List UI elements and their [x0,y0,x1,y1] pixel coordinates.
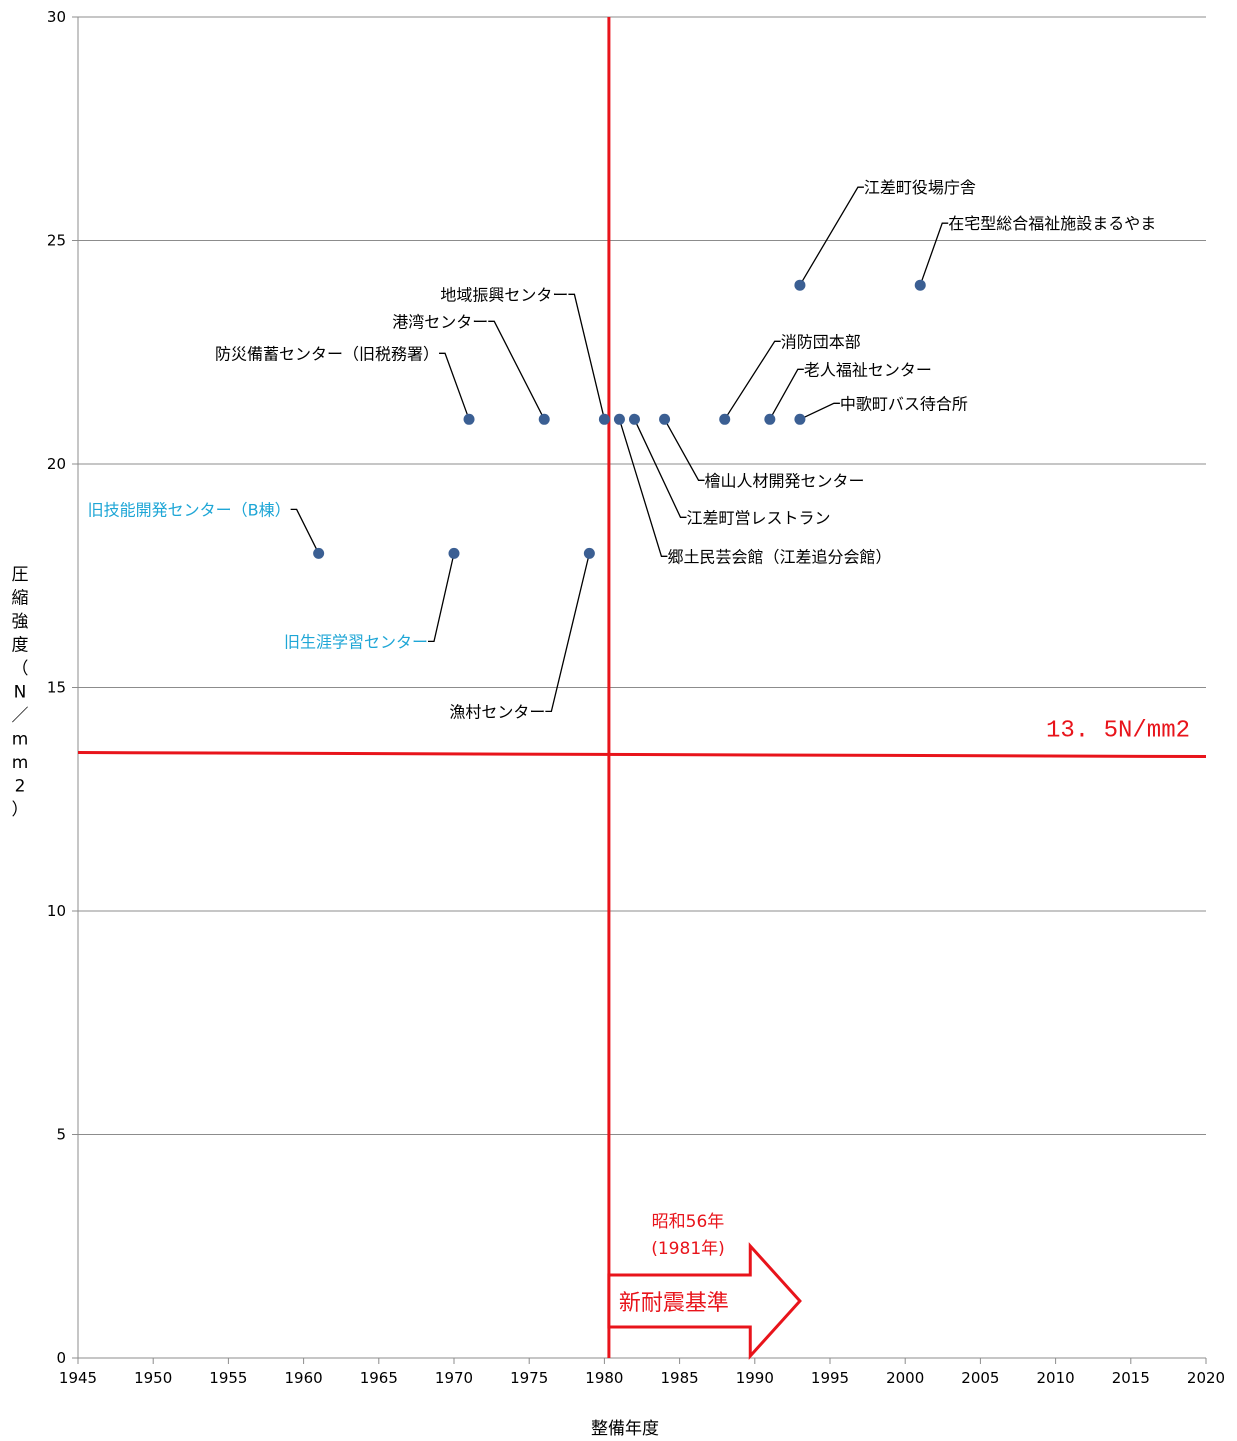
x-tick-label: 1985 [661,1369,699,1387]
leader-line [568,293,606,420]
leader-line [488,320,545,420]
data-point [764,413,776,425]
y-tick-label: 5 [56,1126,66,1144]
era-label-line2: (1981年) [651,1239,725,1259]
y-axis-title-char: ） [12,800,29,820]
point-label: 中歌町バス待合所 [840,394,968,413]
x-tick-label: 1990 [736,1369,774,1387]
y-tick-label: 25 [47,232,66,250]
x-tick-label: 1955 [209,1369,247,1387]
data-point [628,413,640,425]
point-label: 在宅型総合福祉施設まるやま [948,214,1156,233]
point-label: 江差町営レストラン [686,508,830,527]
y-tick-label: 10 [47,902,66,920]
leader-line [545,553,590,713]
y-axis-title-char: 2 [15,777,26,797]
y-axis-title-char: 度 [12,636,29,656]
axes [72,16,1207,1364]
leader-line [769,368,804,420]
data-point [719,413,731,425]
point-label: 漁村センター [449,702,545,721]
y-tick-label: 30 [47,8,66,26]
y-axis-title-char: m [12,730,29,750]
x-tick-label: 1965 [360,1369,398,1387]
point-label: 地域振興センター [440,285,568,304]
point-labels: 旧技能開発センター（B棟） 旧生涯学習センター 防災備蓄センター（旧税務署） 港湾セン… [88,178,1157,721]
data-point [448,547,460,559]
annotation: 昭和56年 (1981年) 新耐震基準 13. 5N/mm2 [607,718,1190,1360]
y-tick-labels: 0 5 10 15 20 25 30 [47,8,66,1367]
data-point [463,413,475,425]
point-label: 旧生涯学習センター [284,632,428,651]
threshold-label: 13. 5N/mm2 [1046,718,1190,745]
x-axis-title: 整備年度 [591,1419,659,1439]
leader-line [428,553,455,643]
data-points [313,279,926,559]
y-axis-title-char: （ [12,659,29,679]
x-tick-label: 2020 [1187,1369,1225,1387]
leader-line [439,352,470,420]
reference-lines [77,17,1207,1358]
leader-line [724,340,781,420]
x-tick-label: 2005 [961,1369,999,1387]
x-tick-label: 1995 [811,1369,849,1387]
x-tick-label: 1950 [134,1369,172,1387]
threshold-line-horizontal [77,751,1207,759]
data-point [794,279,806,291]
data-point [613,413,625,425]
point-label: 江差町役場庁舎 [864,178,976,197]
leader-line [290,508,320,554]
x-tick-label: 2000 [886,1369,924,1387]
leader-line [663,418,705,481]
data-point [914,279,926,291]
y-axis-title-char: 圧 [12,565,29,585]
y-axis-title-char: ／ [12,706,29,726]
data-point [659,413,671,425]
leader-lines [290,186,949,713]
y-axis-title-char: 強 [12,612,29,632]
new-standard-arrow [607,1242,802,1360]
leader-line [633,419,687,518]
new-standard-label: 新耐震基準 [619,1291,729,1316]
point-label: 老人福祉センター [804,360,932,379]
x-tick-label: 2015 [1112,1369,1150,1387]
point-label: 防災備蓄センター（旧税務署） [215,344,439,363]
point-label: 港湾センター [392,312,488,331]
data-point [598,413,610,425]
y-axis-title-char: N [14,683,27,703]
x-tick-label: 1960 [285,1369,323,1387]
y-axis-title-char: 縮 [12,589,29,609]
point-label: 旧技能開発センター（B棟） [88,500,291,519]
x-tick-label: 1945 [59,1369,97,1387]
leader-line [618,419,668,557]
data-point [313,547,325,559]
gridlines [78,16,1206,1135]
y-axis-title-char: m [12,753,29,773]
era-label-line1: 昭和56年 [652,1212,725,1232]
x-tick-labels: 1945 1950 1955 1960 1965 1970 1975 1980 1985 1990… [59,1369,1225,1387]
y-tick-label: 20 [47,455,66,473]
data-point [583,547,595,559]
point-label: 檜山人材開発センター [705,471,865,490]
data-point [794,413,806,425]
y-tick-label: 15 [47,679,66,697]
x-tick-label: 1980 [585,1369,623,1387]
x-tick-label: 1970 [435,1369,473,1387]
data-point [538,413,550,425]
point-label: 郷土民芸会館（江差追分会館） [667,547,891,566]
x-tick-label: 2010 [1037,1369,1075,1387]
leader-line [919,222,949,286]
point-label: 消防団本部 [781,332,861,351]
y-tick-label: 0 [56,1349,66,1367]
x-tick-label: 1975 [510,1369,548,1387]
leader-line [799,402,840,420]
leader-line [799,186,864,286]
